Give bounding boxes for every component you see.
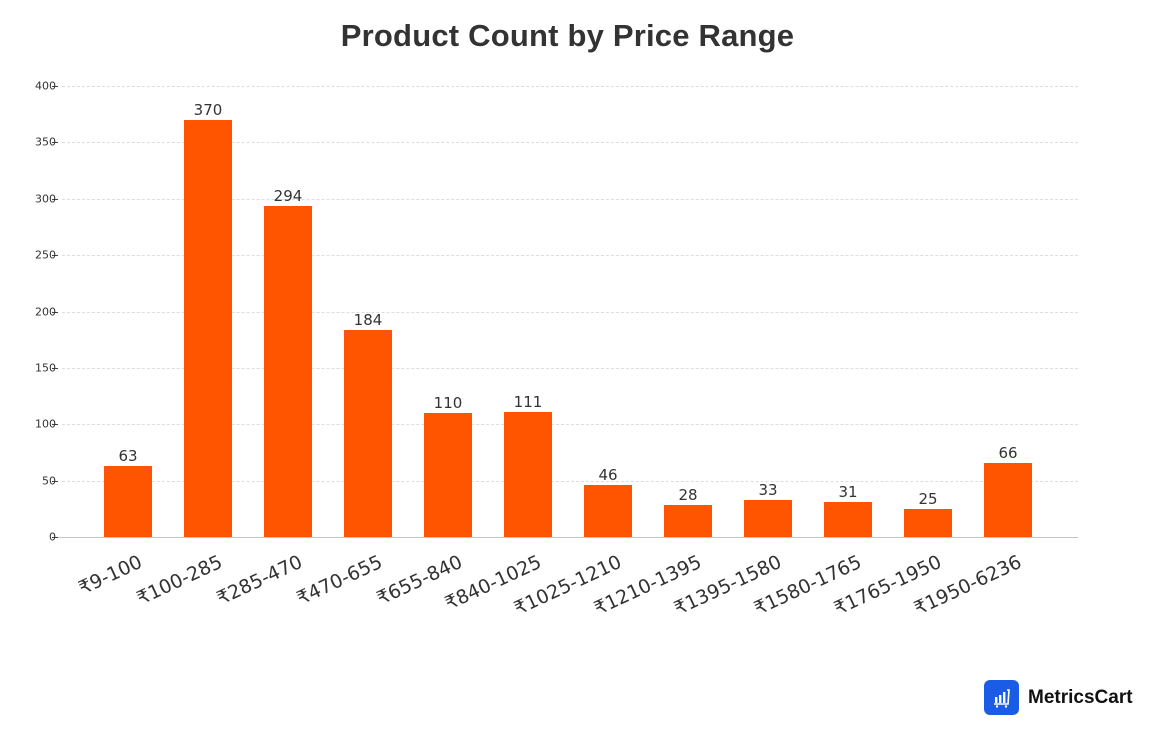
x-axis-line	[58, 537, 1078, 538]
gridline	[62, 311, 1078, 313]
y-tick-label: 350	[35, 135, 56, 149]
bar[interactable]	[344, 329, 392, 537]
bar-value-label: 370	[193, 100, 223, 119]
bar-value-label: 184	[353, 310, 383, 329]
bar[interactable]	[264, 205, 312, 537]
brand-logo: MetricsCart	[984, 680, 1133, 715]
bar[interactable]	[584, 485, 632, 537]
x-tick-label: ₹285-470	[213, 551, 306, 610]
gridline	[62, 480, 1078, 482]
bar-value-label: 25	[918, 489, 938, 508]
y-tick-label: 0	[49, 530, 56, 544]
bar[interactable]	[184, 119, 232, 537]
y-tick-label: 400	[35, 79, 56, 93]
y-tick-label: 50	[42, 474, 56, 488]
chart-title: Product Count by Price Range	[340, 18, 795, 53]
gridline	[62, 424, 1078, 426]
y-tick-mark	[52, 86, 58, 87]
chart-cart-icon	[984, 680, 1019, 715]
y-tick-mark	[52, 198, 58, 200]
y-tick-mark	[52, 311, 58, 313]
bar-value-label: 294	[273, 186, 303, 205]
x-tick-label: ₹100-285	[133, 551, 226, 610]
bar-value-label: 110	[433, 393, 463, 412]
bar[interactable]	[104, 465, 152, 537]
y-tick-label: 250	[35, 248, 56, 262]
y-tick-mark	[52, 480, 58, 482]
brand-name: MetricsCart	[1028, 686, 1133, 708]
gridline	[62, 367, 1078, 369]
bar[interactable]	[504, 411, 552, 537]
bar-value-label: 33	[758, 480, 778, 499]
y-tick-mark	[52, 255, 58, 257]
bar[interactable]	[664, 505, 712, 537]
gridline	[62, 142, 1078, 144]
y-tick-mark	[52, 367, 58, 369]
plot-area: 0 50 100 150 200 250 300 350 400 63 ₹9-100 370 ₹100-…	[35, 80, 1078, 620]
bar-value-label: 28	[678, 486, 698, 505]
bar[interactable]	[824, 502, 872, 537]
bar[interactable]	[424, 412, 472, 537]
bar[interactable]	[744, 499, 792, 537]
y-tick-mark	[52, 537, 58, 538]
bar-value-label: 63	[118, 446, 138, 465]
bar-value-label: 31	[838, 483, 858, 502]
y-tick-label: 300	[35, 192, 56, 206]
x-tick-label: ₹470-655	[293, 551, 386, 610]
bar[interactable]	[904, 508, 952, 537]
gridline	[62, 86, 1078, 87]
bar-value-label: 66	[998, 443, 1018, 462]
y-tick-label: 100	[35, 417, 56, 431]
y-tick-label: 150	[35, 361, 56, 375]
y-tick-mark	[52, 424, 58, 426]
y-tick-mark	[52, 142, 58, 144]
y-tick-label: 200	[35, 305, 56, 318]
bar-value-label: 111	[513, 392, 543, 411]
bar[interactable]	[984, 462, 1032, 537]
bar-value-label: 46	[598, 466, 618, 485]
gridline	[62, 198, 1078, 200]
gridline	[62, 255, 1078, 257]
